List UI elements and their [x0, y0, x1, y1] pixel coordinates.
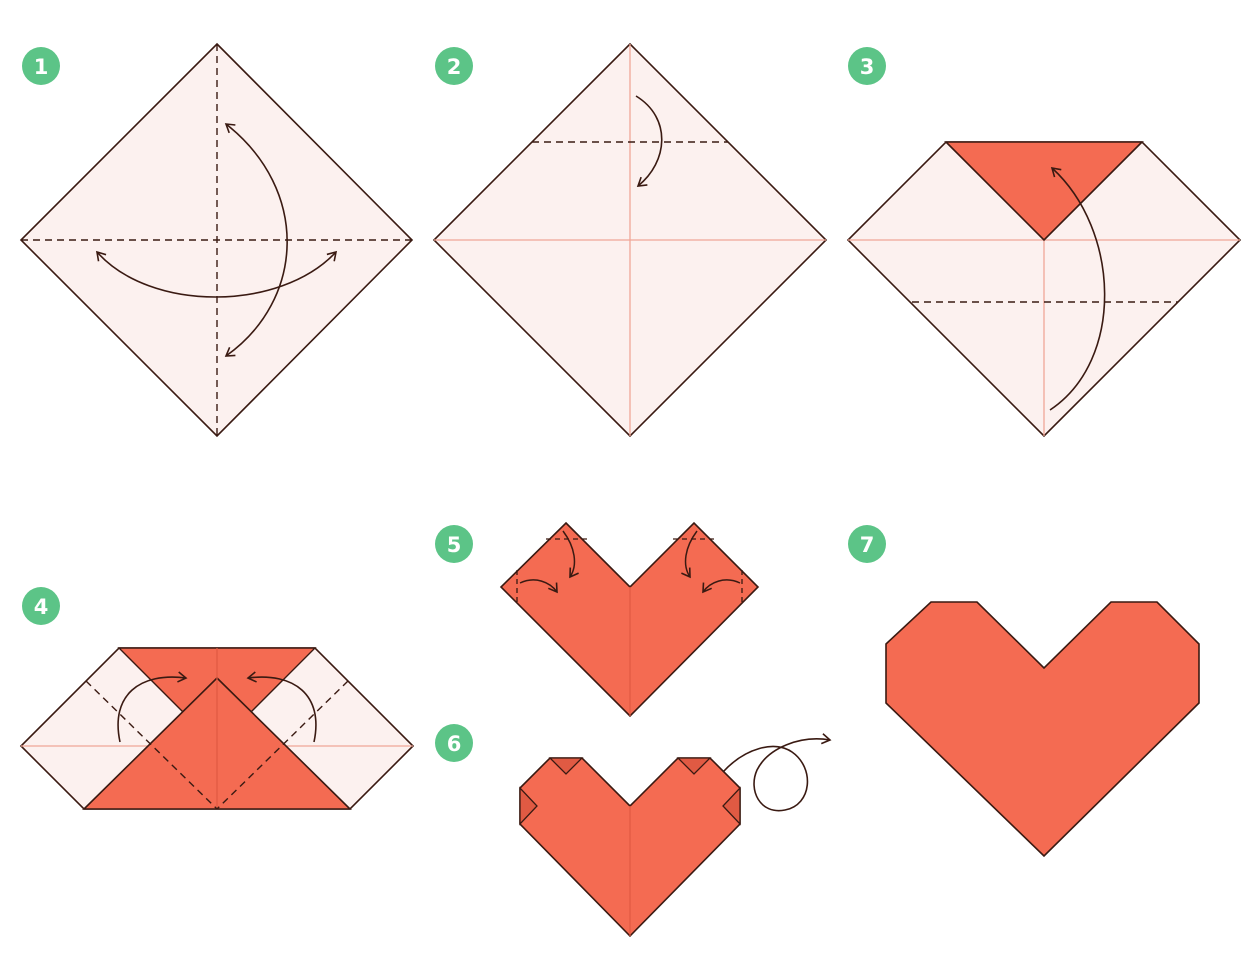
fold-arrow-down: [635, 95, 663, 187]
fold-arrow-left-corner: [117, 671, 188, 743]
fold-arrow-right-corner: [246, 671, 317, 743]
fold-arrow-vertical: [224, 123, 288, 357]
step-1: 1: [19, 42, 414, 438]
svg-text:1: 1: [34, 55, 49, 79]
fold-arrow-right-side: [702, 579, 741, 594]
svg-text:5: 5: [447, 533, 462, 557]
turn-over-arrow: [722, 733, 832, 812]
finished-heart: [885, 601, 1200, 858]
svg-text:4: 4: [34, 595, 49, 619]
folded-tip-side-right: [722, 786, 741, 826]
fold-arrow-left-side: [519, 579, 558, 594]
fold-arrow-right-top: [681, 530, 698, 579]
step-4: 4: [19, 587, 415, 810]
fold-arrow-horizontal: [95, 250, 338, 298]
svg-text:2: 2: [447, 55, 462, 79]
fold-arrow-up: [1049, 166, 1106, 411]
step-5: 5: [435, 521, 760, 718]
svg-text:6: 6: [447, 732, 462, 756]
valley-fold-left: [85, 680, 218, 810]
step-6-badge: 6: [435, 724, 473, 762]
svg-text:7: 7: [860, 533, 875, 557]
step-5-badge: 5: [435, 525, 473, 563]
step-6: 6: [435, 724, 832, 938]
folded-tip-side-left: [519, 786, 538, 826]
step-2-badge: 2: [435, 47, 473, 85]
folded-flap: [944, 141, 1144, 242]
folded-tip-top-left: [548, 757, 584, 775]
step-3: 3: [846, 47, 1242, 438]
step-2: 2: [432, 42, 828, 438]
valley-fold-right: [216, 680, 349, 810]
step-3-badge: 3: [848, 47, 886, 85]
svg-text:3: 3: [860, 55, 875, 79]
step-1-badge: 1: [22, 47, 60, 85]
step-7-badge: 7: [848, 525, 886, 563]
step-7: 7: [848, 525, 1200, 858]
step-4-badge: 4: [22, 587, 60, 625]
fold-arrow-left-top: [562, 530, 579, 579]
folded-tip-top-right: [676, 757, 712, 775]
